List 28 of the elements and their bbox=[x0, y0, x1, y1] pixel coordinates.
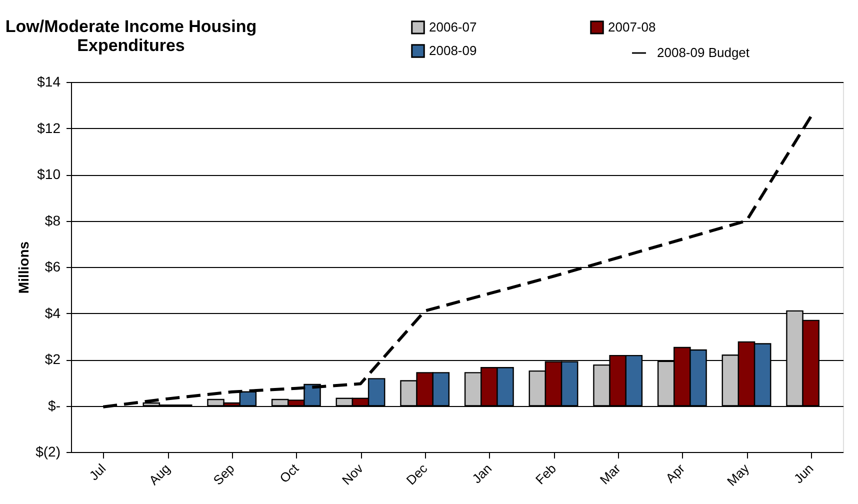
y-tick-label: $6 bbox=[44, 258, 61, 274]
x-tick-label: Jul bbox=[86, 460, 109, 484]
legend-label: 2008-09 bbox=[429, 43, 477, 58]
y-tick-label: $14 bbox=[37, 74, 61, 90]
text: Low/Moderate Income Housing bbox=[5, 17, 257, 36]
y-tick-label: $4 bbox=[44, 304, 61, 321]
y-axis-title: Millions bbox=[16, 241, 32, 294]
legend-label: 2008-09 Budget bbox=[657, 45, 750, 60]
x-tick-label: Sep bbox=[210, 460, 238, 488]
x-tick-label: Aug bbox=[146, 460, 173, 488]
legend-label: 2006-07 bbox=[429, 19, 477, 34]
y-tick-label: $(2) bbox=[36, 444, 60, 460]
x-tick-label: Nov bbox=[338, 460, 366, 488]
x-tick-label: Mar bbox=[596, 460, 624, 488]
legend-label: 2007-08 bbox=[608, 19, 656, 34]
x-tick-label: Apr bbox=[662, 460, 688, 486]
y-tick-label: $8 bbox=[44, 212, 61, 228]
y-tick-label: $- bbox=[48, 397, 61, 414]
y-tick-label: $10 bbox=[37, 166, 61, 182]
x-tick-label: May bbox=[724, 460, 752, 489]
x-tick-label: Oct bbox=[276, 460, 302, 486]
text: Expenditures bbox=[77, 36, 185, 55]
x-tick-label: Jan bbox=[469, 460, 495, 486]
x-tick-label: Dec bbox=[403, 460, 431, 488]
y-tick-label: $2 bbox=[44, 351, 61, 367]
x-tick-label: Jun bbox=[790, 460, 816, 486]
y-tick-label: $12 bbox=[37, 120, 61, 136]
x-tick-label: Feb bbox=[532, 460, 559, 488]
